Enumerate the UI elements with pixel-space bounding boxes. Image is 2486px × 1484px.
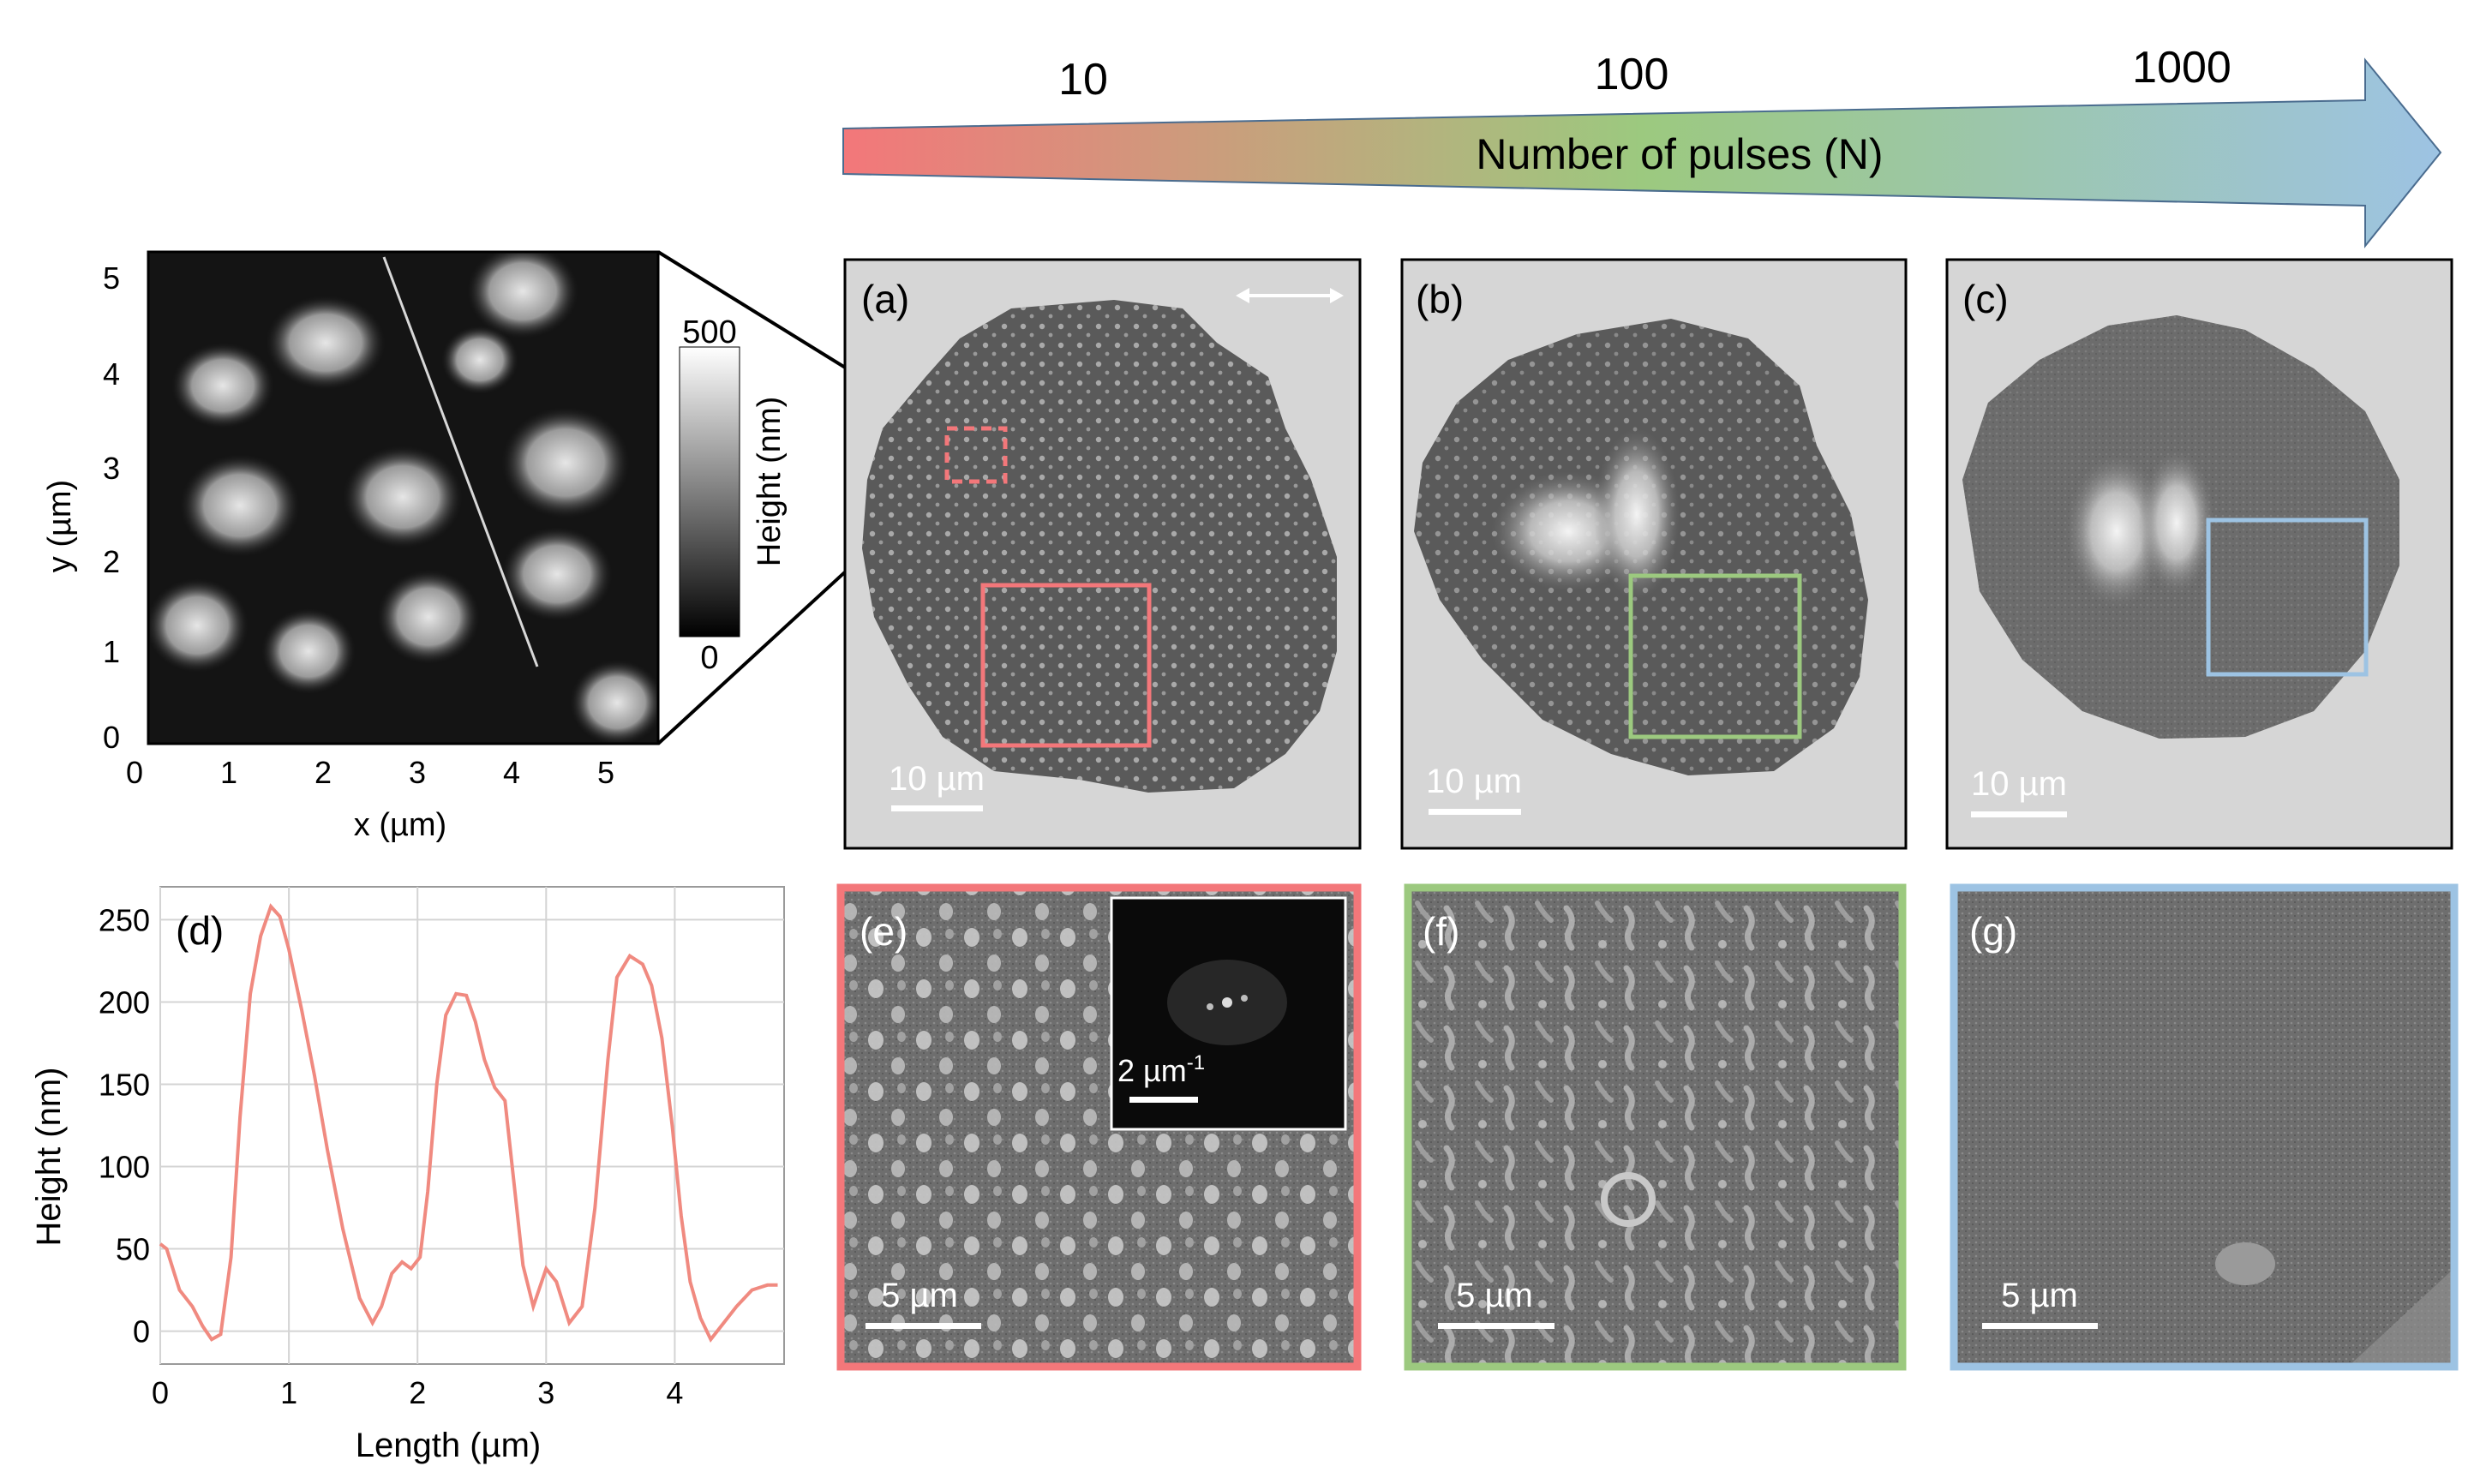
afm-x-tick-4: 4 xyxy=(503,755,520,790)
panel-a: (a) 10 µm xyxy=(843,258,1362,850)
fft-scale-bar xyxy=(1129,1097,1198,1103)
afm-x-tick-2: 2 xyxy=(314,755,332,790)
arrow-tick-10: 10 xyxy=(1058,55,1108,105)
fft-scale-text: 2 µm-1 xyxy=(1117,1051,1205,1088)
chart-x-tick: 0 xyxy=(152,1375,169,1410)
afm-height-map: 0 1 2 3 4 5 0 1 2 3 4 5 x (µm) y (µm) xyxy=(42,250,660,843)
panel-f-label: (f) xyxy=(1423,909,1459,954)
height-profile-line xyxy=(159,903,778,1343)
afm-y-label: y (µm) xyxy=(42,480,78,572)
panel-b-zoom-box xyxy=(1628,573,1802,739)
arrow-label: Number of pulses (N) xyxy=(1476,130,1883,178)
panel-c-label: (c) xyxy=(1962,277,2009,321)
fft-inset: 2 µm-1 xyxy=(1110,896,1347,1131)
chart-y-ticks: 0 50 100 150 200 250 xyxy=(99,902,150,1349)
panel-a-label: (a) xyxy=(861,277,909,321)
afm-profile-line xyxy=(382,256,539,667)
chart-x-tick: 2 xyxy=(409,1375,426,1410)
panel-e: 2 µm-1 (e) 5 µm xyxy=(836,883,1362,1371)
afm-y-tick-1: 1 xyxy=(103,634,120,669)
colorbar-gradient xyxy=(679,346,740,637)
panel-g-scale-bar xyxy=(1982,1323,2098,1329)
chart-y-tick: 50 xyxy=(116,1232,150,1267)
panel-g: (g) 5 µm xyxy=(1950,883,2459,1371)
chart-y-tick: 200 xyxy=(99,984,150,1020)
afm-colorbar: 500 0 Height (nm) xyxy=(679,314,788,676)
panel-f-scale-bar xyxy=(1438,1323,1554,1329)
panel-b-scale-bar xyxy=(1429,809,1521,815)
arrow-tick-1000: 1000 xyxy=(2132,43,2231,93)
panel-g-scale-text: 5 µm xyxy=(2001,1277,2078,1314)
chart-x-label: Length (µm) xyxy=(356,1427,541,1464)
panel-a-scale-bar xyxy=(891,805,983,811)
afm-x-tick-1: 1 xyxy=(220,755,237,790)
panel-b: (b) 10 µm xyxy=(1400,258,1908,850)
panel-d-label: (d) xyxy=(176,908,224,953)
arrow-tick-100: 100 xyxy=(1595,50,1669,99)
panel-a-scale-text: 10 µm xyxy=(889,760,985,798)
panel-e-scale-bar xyxy=(866,1323,981,1329)
afm-y-ticks: 0 1 2 3 4 5 xyxy=(103,260,120,755)
panel-c: (c) 10 µm xyxy=(1945,258,2453,850)
panel-c-scale-text: 10 µm xyxy=(1971,765,2067,803)
chart-plot-area xyxy=(159,886,785,1365)
panel-c-zoom-box xyxy=(2206,518,2369,677)
chart-y-label: Height (nm) xyxy=(30,1068,68,1247)
panel-c-scale-bar xyxy=(1971,811,2067,817)
panel-a-zoom-box xyxy=(980,583,1152,748)
panel-g-frame xyxy=(1950,883,2459,1371)
panel-a-dashed-zoom-box xyxy=(944,426,1008,484)
chart-x-tick: 4 xyxy=(666,1375,683,1410)
gradient-arrow-shape xyxy=(842,57,2442,248)
panel-f: (f) 5 µm xyxy=(1404,883,1907,1371)
chart-x-ticks: 0 1 2 3 4 xyxy=(152,1375,683,1410)
colorbar-max: 500 xyxy=(682,314,736,350)
afm-x-tick-3: 3 xyxy=(409,755,426,790)
pulse-number-arrow: Number of pulses (N) 10 100 1000 xyxy=(842,43,2442,248)
chart-y-tick: 150 xyxy=(99,1067,150,1102)
chart-y-tick: 250 xyxy=(99,902,150,937)
chart-grid xyxy=(159,887,784,1364)
panel-f-frame xyxy=(1404,883,1907,1371)
chart-y-tick: 100 xyxy=(99,1150,150,1185)
panel-e-frame xyxy=(836,883,1362,1371)
chart-y-tick: 0 xyxy=(133,1314,150,1349)
panel-e-label: (e) xyxy=(860,909,908,954)
afm-y-tick-2: 2 xyxy=(103,544,120,579)
afm-x-label: x (µm) xyxy=(354,807,446,843)
panel-e-scale-text: 5 µm xyxy=(881,1277,958,1314)
afm-y-tick-5: 5 xyxy=(103,260,120,296)
afm-y-tick-3: 3 xyxy=(103,451,120,486)
panel-g-label: (g) xyxy=(1969,909,2017,954)
polarization-arrow-icon xyxy=(1236,288,1344,303)
afm-y-tick-4: 4 xyxy=(103,356,120,392)
afm-x-ticks: 0 1 2 3 4 5 xyxy=(126,755,614,790)
chart-x-tick: 3 xyxy=(537,1375,554,1410)
afm-x-tick-5: 5 xyxy=(597,755,614,790)
panel-b-label: (b) xyxy=(1416,277,1464,321)
panel-d-chart: 0 50 100 150 200 250 0 1 2 3 4 (d) Length (µm) He… xyxy=(30,886,785,1464)
chart-x-tick: 1 xyxy=(280,1375,297,1410)
afm-x-tick-0: 0 xyxy=(126,755,143,790)
panel-f-scale-text: 5 µm xyxy=(1456,1277,1533,1314)
colorbar-min: 0 xyxy=(700,640,718,676)
panel-b-scale-text: 10 µm xyxy=(1426,763,1522,800)
afm-y-tick-0: 0 xyxy=(103,720,120,755)
colorbar-label: Height (nm) xyxy=(752,397,788,567)
